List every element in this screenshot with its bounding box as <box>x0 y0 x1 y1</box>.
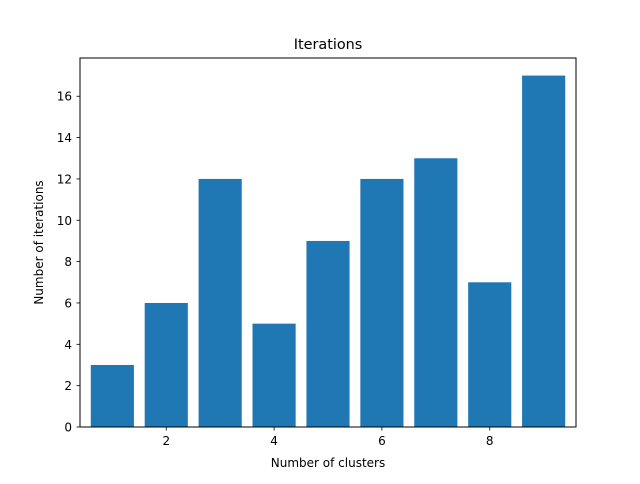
axes-frame <box>79 57 577 428</box>
y-tick-label: 8 <box>64 255 72 269</box>
bar-cluster-4 <box>252 323 296 427</box>
y-tick-label: 12 <box>57 172 72 186</box>
bar-cluster-3 <box>198 178 242 427</box>
x-tick-label: 2 <box>162 434 170 448</box>
bar-cluster-5 <box>306 240 350 427</box>
y-tick-label: 10 <box>57 214 72 228</box>
y-tick-label: 6 <box>64 296 72 310</box>
y-tick-label: 2 <box>64 379 72 393</box>
y-tick-label: 14 <box>57 131 72 145</box>
y-tick-label: 0 <box>64 421 72 435</box>
x-tick-label: 8 <box>486 434 494 448</box>
bars-group <box>90 75 566 428</box>
bar-cluster-7 <box>414 158 458 427</box>
bar-cluster-1 <box>90 364 134 427</box>
bar-cluster-2 <box>144 302 188 427</box>
chart-title: Iterations <box>294 37 363 53</box>
bar-cluster-9 <box>522 75 566 428</box>
x-axis-ticks: 2 4 6 8 <box>162 427 494 448</box>
x-tick-label: 4 <box>270 434 278 448</box>
bar-cluster-8 <box>468 282 512 427</box>
y-axis-label: Number of iterations <box>32 180 46 304</box>
y-tick-label: 4 <box>64 338 72 352</box>
bar-cluster-6 <box>360 178 404 427</box>
x-axis-label: Number of clusters <box>271 456 385 470</box>
y-tick-label: 16 <box>57 90 72 104</box>
x-tick-label: 6 <box>378 434 386 448</box>
y-axis-ticks: 0 2 4 6 8 10 12 14 16 <box>57 90 80 435</box>
